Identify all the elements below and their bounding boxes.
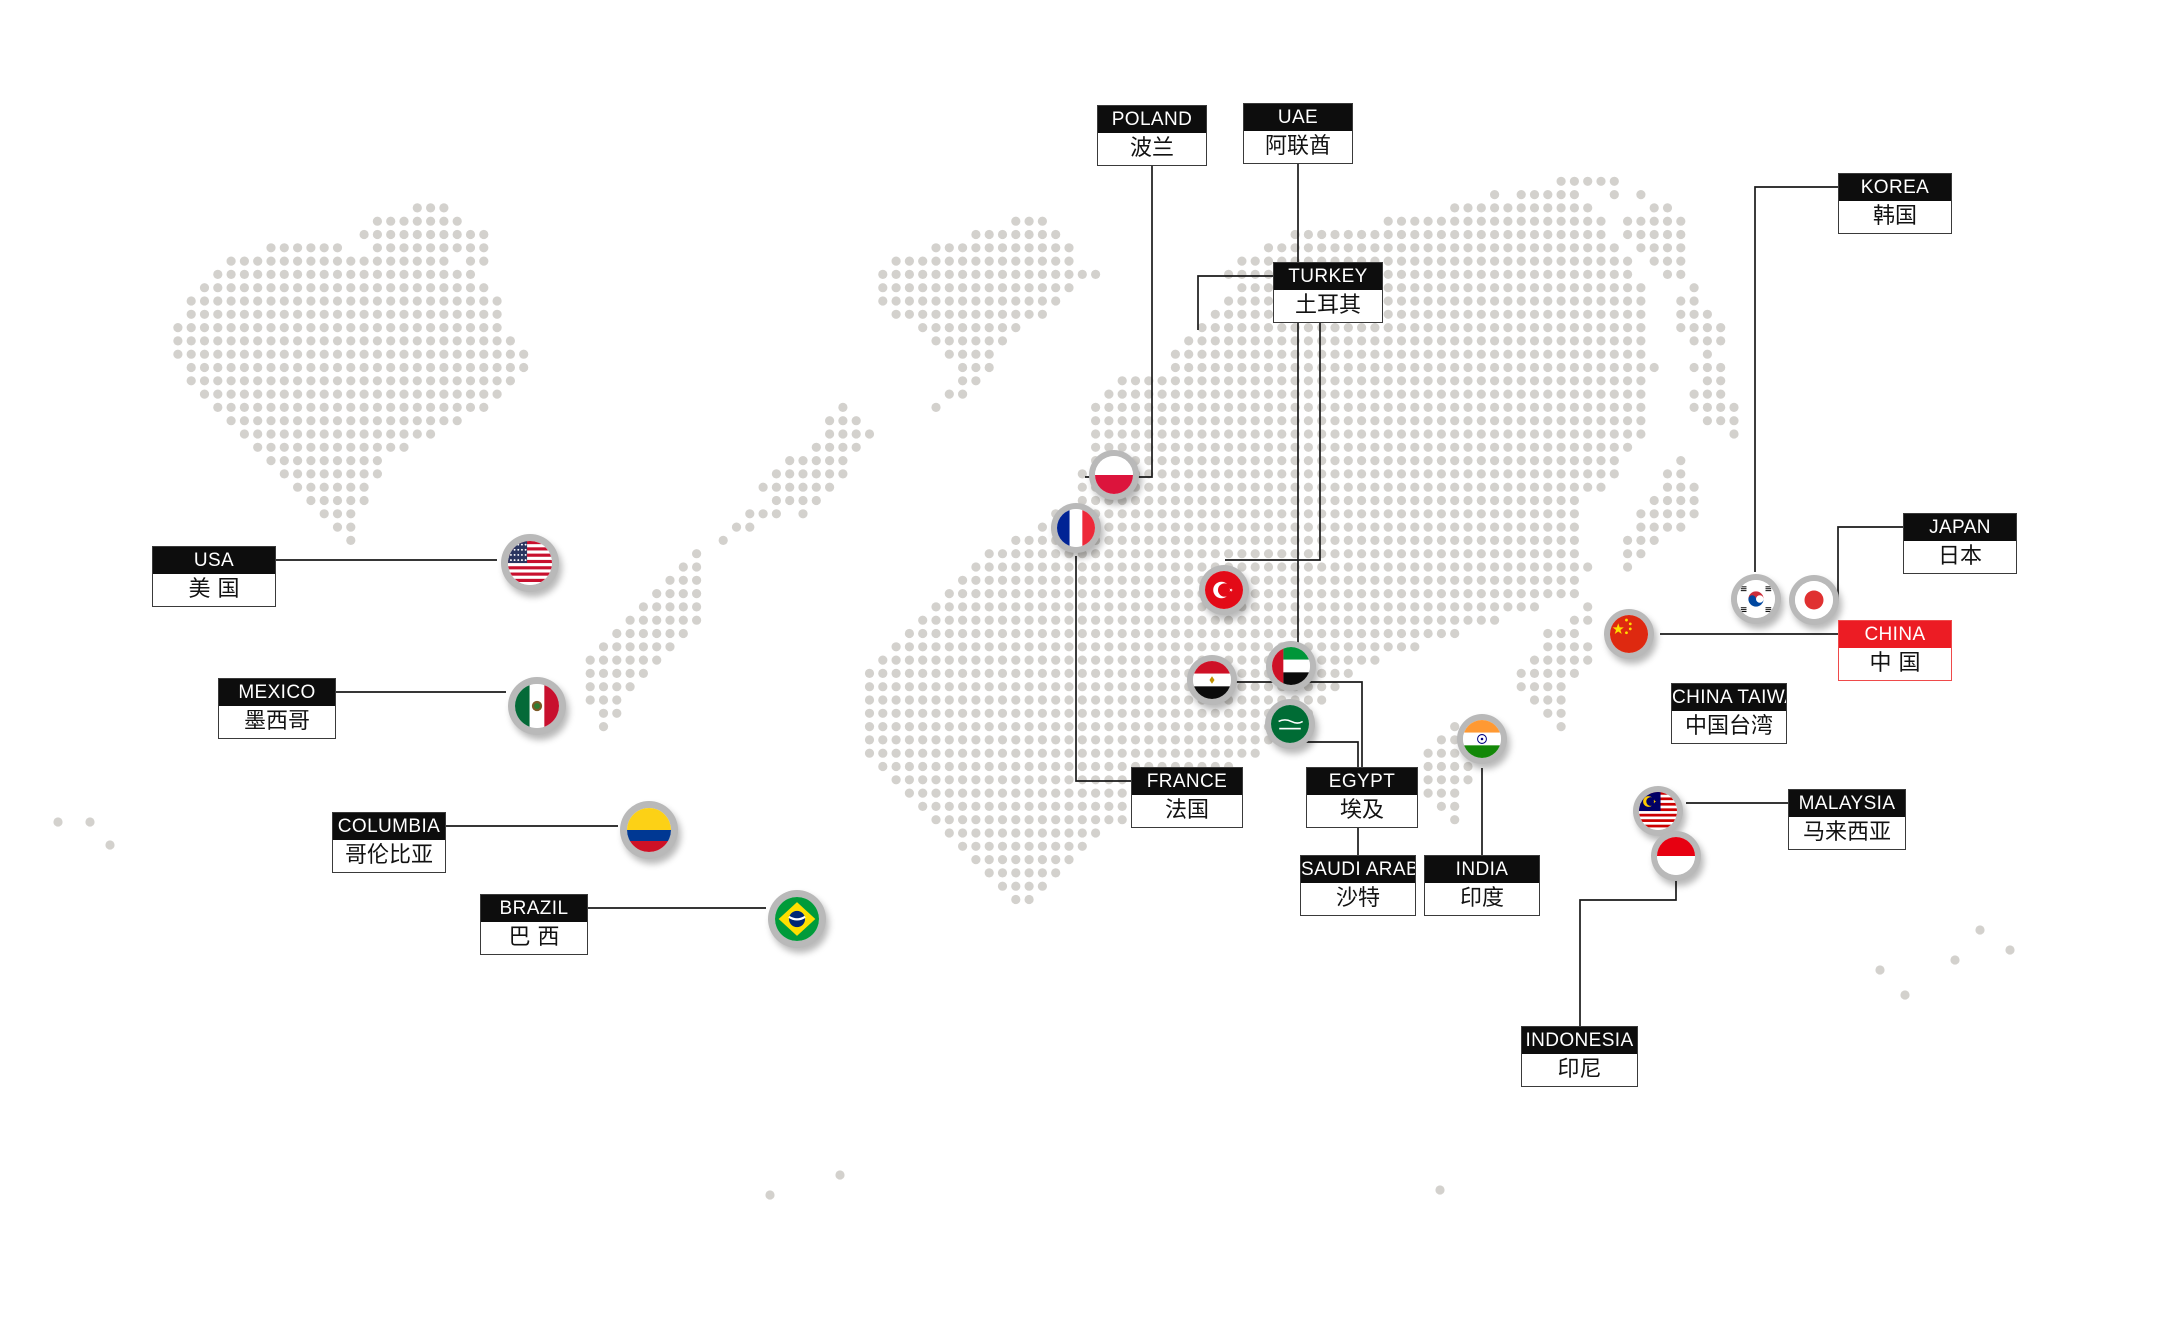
id-flag-icon xyxy=(1657,837,1695,875)
country-label-indonesia[interactable]: INDONESIA 印尼 xyxy=(1521,1026,1638,1087)
flag-marker-korea[interactable] xyxy=(1731,574,1781,624)
country-name-en-turkey: TURKEY xyxy=(1274,263,1382,290)
country-name-en-uae: UAE xyxy=(1244,104,1352,131)
pl-flag-icon xyxy=(1095,456,1133,494)
flag-marker-indonesia[interactable] xyxy=(1651,831,1701,881)
fr-flag-icon xyxy=(1057,509,1095,547)
country-name-zh-india: 印度 xyxy=(1425,883,1539,915)
co-flag-icon xyxy=(627,808,671,852)
country-label-india[interactable]: INDIA 印度 xyxy=(1424,855,1540,916)
country-name-zh-uae: 阿联酋 xyxy=(1244,131,1352,163)
us-flag-icon xyxy=(508,541,552,585)
country-name-en-japan: JAPAN xyxy=(1904,514,2016,541)
country-name-en-china: CHINA xyxy=(1839,621,1951,648)
country-name-zh-china: 中 国 xyxy=(1839,648,1951,680)
country-label-malaysia[interactable]: MALAYSIA 马来西亚 xyxy=(1788,789,1906,850)
country-name-zh-poland: 波兰 xyxy=(1098,133,1206,165)
country-name-en-china_taiwan: CHINA TAIWAN xyxy=(1672,684,1786,711)
my-flag-icon xyxy=(1639,792,1677,830)
br-flag-icon xyxy=(775,897,819,941)
tr-flag-icon xyxy=(1205,571,1243,609)
country-name-zh-turkey: 土耳其 xyxy=(1274,290,1382,322)
country-name-en-columbia: COLUMBIA xyxy=(333,813,445,840)
country-name-en-korea: KOREA xyxy=(1839,174,1951,201)
flag-marker-columbia[interactable] xyxy=(620,801,678,859)
country-name-zh-saudi_arabia: 沙特 xyxy=(1301,883,1415,915)
cn-flag-icon xyxy=(1610,615,1648,653)
country-label-turkey[interactable]: TURKEY 土耳其 xyxy=(1273,262,1383,323)
country-name-en-egypt: EGYPT xyxy=(1307,768,1417,795)
country-name-en-france: FRANCE xyxy=(1132,768,1242,795)
country-name-zh-brazil: 巴 西 xyxy=(481,922,587,954)
country-label-mexico[interactable]: MEXICO 墨西哥 xyxy=(218,678,336,739)
country-name-zh-korea: 韩国 xyxy=(1839,201,1951,233)
flag-marker-india[interactable] xyxy=(1457,714,1507,764)
country-name-zh-france: 法国 xyxy=(1132,795,1242,827)
country-label-usa[interactable]: USA 美 国 xyxy=(152,546,276,607)
country-name-zh-usa: 美 国 xyxy=(153,574,275,606)
flag-marker-turkey[interactable] xyxy=(1199,565,1249,615)
flag-marker-usa[interactable] xyxy=(501,534,559,592)
country-name-en-india: INDIA xyxy=(1425,856,1539,883)
flag-marker-egypt[interactable] xyxy=(1187,655,1237,705)
country-label-japan[interactable]: JAPAN 日本 xyxy=(1903,513,2017,574)
country-name-zh-mexico: 墨西哥 xyxy=(219,706,335,738)
country-name-en-mexico: MEXICO xyxy=(219,679,335,706)
country-name-zh-malaysia: 马来西亚 xyxy=(1789,817,1905,849)
country-label-china_taiwan[interactable]: CHINA TAIWAN中国台湾 xyxy=(1671,683,1787,744)
country-name-zh-columbia: 哥伦比亚 xyxy=(333,840,445,872)
ae-flag-icon xyxy=(1272,647,1310,685)
flag-marker-france[interactable] xyxy=(1051,503,1101,553)
flag-marker-brazil[interactable] xyxy=(768,890,826,948)
jp-flag-icon xyxy=(1795,581,1833,619)
country-name-zh-indonesia: 印尼 xyxy=(1522,1054,1637,1086)
flag-marker-poland[interactable] xyxy=(1089,450,1139,500)
flag-marker-saudi_arabia[interactable] xyxy=(1265,699,1315,749)
eg-flag-icon xyxy=(1193,661,1231,699)
country-label-france[interactable]: FRANCE 法国 xyxy=(1131,767,1243,828)
country-label-columbia[interactable]: COLUMBIA 哥伦比亚 xyxy=(332,812,446,873)
mx-flag-icon xyxy=(515,684,559,728)
flag-marker-japan[interactable] xyxy=(1789,575,1839,625)
flag-marker-uae[interactable] xyxy=(1266,641,1316,691)
sa-flag-icon xyxy=(1271,705,1309,743)
country-label-korea[interactable]: KOREA 韩国 xyxy=(1838,173,1952,234)
flag-marker-china[interactable] xyxy=(1604,609,1654,659)
flag-marker-mexico[interactable] xyxy=(508,677,566,735)
country-name-en-brazil: BRAZIL xyxy=(481,895,587,922)
country-name-en-usa: USA xyxy=(153,547,275,574)
country-label-egypt[interactable]: EGYPT 埃及 xyxy=(1306,767,1418,828)
in-flag-icon xyxy=(1463,720,1501,758)
country-name-zh-china_taiwan: 中国台湾 xyxy=(1672,711,1786,743)
country-label-saudi_arabia[interactable]: SAUDI ARABIA沙特 xyxy=(1300,855,1416,916)
country-name-en-poland: POLAND xyxy=(1098,106,1206,133)
country-label-brazil[interactable]: BRAZIL 巴 西 xyxy=(480,894,588,955)
country-name-en-indonesia: INDONESIA xyxy=(1522,1027,1637,1054)
flag-marker-malaysia[interactable] xyxy=(1633,786,1683,836)
kr-flag-icon xyxy=(1737,580,1775,618)
country-name-en-malaysia: MALAYSIA xyxy=(1789,790,1905,817)
country-name-zh-japan: 日本 xyxy=(1904,541,2016,573)
country-label-china[interactable]: CHINA 中 国 xyxy=(1838,620,1952,681)
country-name-zh-egypt: 埃及 xyxy=(1307,795,1417,827)
country-label-poland[interactable]: POLAND 波兰 xyxy=(1097,105,1207,166)
country-label-uae[interactable]: UAE 阿联酋 xyxy=(1243,103,1353,164)
country-name-en-saudi_arabia: SAUDI ARABIA xyxy=(1301,856,1415,883)
